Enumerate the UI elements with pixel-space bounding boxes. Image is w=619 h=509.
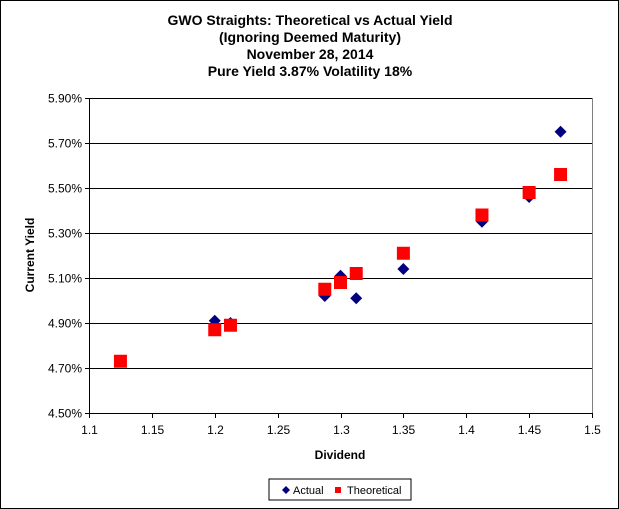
- theoretical-point: [554, 168, 568, 181]
- x-tick-labels: 1.1 1.15 1.2 1.25 1.3 1.35 1.4 1.45 1.5: [81, 423, 601, 437]
- chart-title: GWO Straights: Theoretical vs Actual Yie…: [168, 12, 453, 79]
- y-tick-label: 4.90%: [48, 317, 82, 331]
- y-tick-label: 5.30%: [48, 227, 82, 241]
- legend-actual-label: Actual: [293, 485, 324, 497]
- theoretical-point: [349, 267, 363, 280]
- x-tick-label: 1.25: [267, 423, 291, 437]
- axes: [85, 98, 593, 418]
- theoretical-point: [113, 354, 127, 368]
- title-line-3: November 28, 2014: [247, 46, 374, 62]
- x-tick-label: 1.4: [458, 423, 475, 437]
- legend: Actual Theoretical: [268, 478, 412, 501]
- y-tick-label: 4.70%: [48, 362, 82, 376]
- theoretical-point: [318, 282, 332, 296]
- theoretical-point: [334, 276, 347, 289]
- y-axis-label: Current Yield: [23, 218, 37, 293]
- y-tick-label: 5.70%: [48, 137, 82, 151]
- theoretical-point: [208, 323, 222, 337]
- y-tick-label: 5.50%: [48, 182, 82, 196]
- gridlines: [89, 98, 592, 369]
- legend-theoretical-marker-icon: [335, 487, 341, 493]
- x-tick-label: 1.3: [333, 423, 350, 437]
- x-tick-label: 1.35: [392, 423, 416, 437]
- x-tick-label: 1.5: [584, 423, 601, 437]
- actual-point: [350, 292, 363, 305]
- theoretical-point: [475, 208, 489, 222]
- x-axis-label: Dividend: [315, 448, 366, 462]
- title-line-1: GWO Straights: Theoretical vs Actual Yie…: [168, 12, 453, 28]
- x-tick-label: 1.45: [518, 423, 542, 437]
- theoretical-point: [522, 186, 536, 199]
- title-line-2: (Ignoring Deemed Maturity): [219, 29, 401, 45]
- title-line-4: Pure Yield 3.87% Volatility 18%: [208, 63, 413, 79]
- theoretical-point: [223, 318, 237, 332]
- data-points: [113, 125, 568, 368]
- actual-point: [397, 263, 410, 275]
- y-tick-labels: 4.50% 4.70% 4.90% 5.10% 5.30% 5.50% 5.70% 5.90%: [48, 92, 82, 421]
- y-tick-label: 5.90%: [48, 92, 82, 106]
- legend-theoretical-label: Theoretical: [347, 485, 401, 497]
- x-tick-label: 1.15: [141, 423, 165, 437]
- theoretical-point: [396, 246, 410, 260]
- x-tick-label: 1.1: [81, 423, 98, 437]
- x-tick-label: 1.2: [207, 423, 224, 437]
- legend-actual-marker-icon: [282, 486, 290, 494]
- y-tick-label: 5.10%: [48, 272, 82, 286]
- actual-point: [554, 125, 567, 138]
- y-tick-label: 4.50%: [48, 407, 82, 421]
